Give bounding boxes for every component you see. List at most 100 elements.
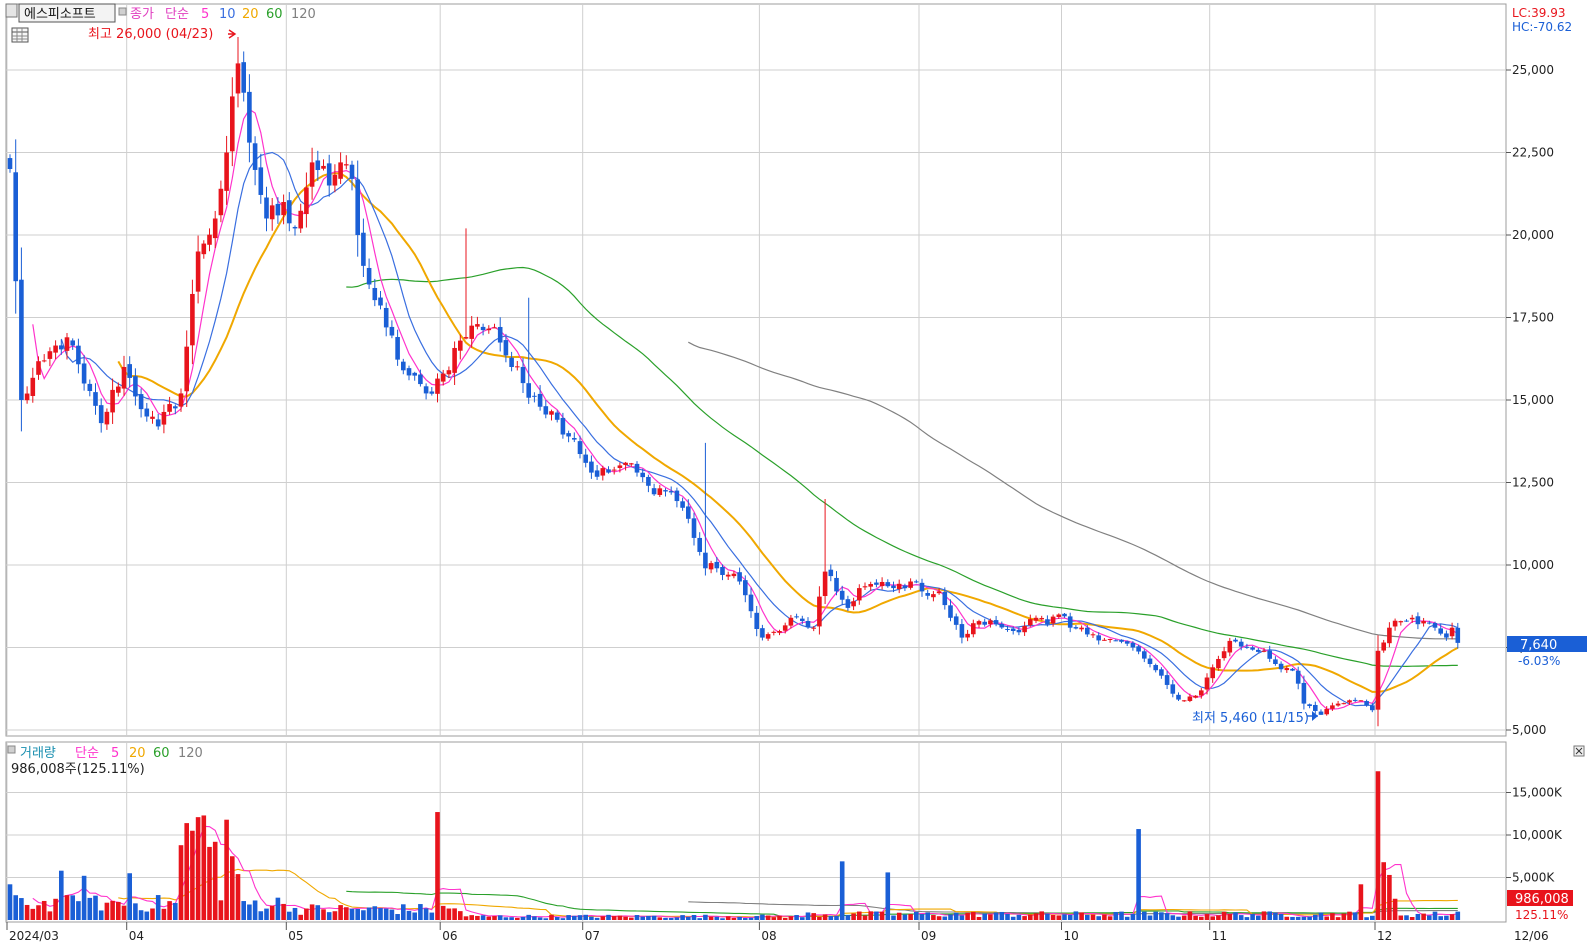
candle-body bbox=[1398, 621, 1404, 623]
candle-body bbox=[1432, 623, 1438, 628]
candle-body bbox=[503, 340, 509, 356]
volume-bars bbox=[7, 771, 1461, 920]
time-axis: 2024/03 04 05 06 07 08 09 10 11 12 12/06 bbox=[6, 922, 1549, 943]
candle-body bbox=[241, 62, 246, 93]
ma60-legend: 60 bbox=[266, 7, 283, 22]
candle-body bbox=[24, 393, 30, 401]
candle-body bbox=[127, 364, 132, 378]
candle-body bbox=[794, 616, 799, 618]
volume-current: 986,008주(125.11%) bbox=[11, 762, 145, 777]
candle-body bbox=[714, 561, 720, 569]
candle-body bbox=[971, 623, 976, 635]
volume-bar bbox=[651, 915, 657, 920]
volume-bar bbox=[1221, 911, 1227, 920]
candle-body bbox=[988, 620, 993, 625]
volume-bar bbox=[492, 916, 497, 920]
volume-bar bbox=[326, 912, 332, 920]
volume-label: 거래량 bbox=[20, 746, 56, 761]
volume-bar bbox=[1096, 916, 1101, 920]
candle-body bbox=[64, 337, 70, 351]
volume-bar bbox=[1301, 916, 1307, 920]
candle-body bbox=[668, 491, 674, 493]
candle-body bbox=[155, 419, 161, 427]
candle-body bbox=[1278, 663, 1284, 670]
ma60-line bbox=[346, 266, 1458, 668]
volume-bar bbox=[469, 915, 474, 920]
volume-bar bbox=[543, 918, 549, 920]
volume-panel-frame bbox=[5, 741, 1507, 923]
candle-body bbox=[1113, 640, 1119, 642]
candle-body bbox=[1210, 667, 1215, 679]
candle-body bbox=[1136, 646, 1141, 652]
volume-bar bbox=[121, 905, 127, 920]
candle-body bbox=[281, 202, 286, 216]
volume-bar bbox=[1062, 914, 1067, 920]
candle-body bbox=[640, 472, 645, 478]
candle-body bbox=[1028, 619, 1033, 626]
candle-body bbox=[1216, 658, 1221, 669]
volume-bar bbox=[503, 917, 509, 920]
table-icon[interactable] bbox=[11, 27, 29, 43]
candle-body bbox=[275, 203, 281, 216]
month-label: 07 bbox=[585, 929, 600, 943]
volume-bar bbox=[805, 912, 811, 920]
candle-body bbox=[475, 324, 480, 327]
volume-grid bbox=[6, 742, 1506, 922]
candle-body bbox=[1039, 617, 1044, 620]
candle-body bbox=[178, 393, 184, 407]
candle-body bbox=[1096, 635, 1101, 641]
volume-bar bbox=[560, 918, 566, 920]
candle-body bbox=[1187, 696, 1193, 701]
candle-body bbox=[173, 406, 178, 409]
candle-body bbox=[959, 624, 965, 638]
candle-body bbox=[805, 620, 811, 628]
close-icon[interactable] bbox=[1573, 745, 1585, 757]
price-tick-label: 5,000 bbox=[1512, 723, 1546, 737]
volume-bar bbox=[1153, 911, 1158, 920]
volume-bar bbox=[1102, 914, 1107, 920]
candle-body bbox=[235, 63, 241, 94]
volume-bar bbox=[275, 897, 281, 920]
candle-body bbox=[993, 620, 999, 625]
volume-tick-label: 5,000K bbox=[1512, 871, 1555, 885]
volume-bar bbox=[1307, 916, 1312, 920]
volume-bar bbox=[594, 917, 600, 920]
volume-bar bbox=[1227, 914, 1233, 920]
candle-body bbox=[133, 376, 138, 397]
volume-bar bbox=[201, 815, 207, 920]
last-price-tag: 7,640 -6.03% bbox=[1507, 636, 1587, 668]
volume-bar bbox=[1045, 913, 1050, 920]
volume-bar bbox=[1444, 915, 1449, 920]
volume-bar bbox=[589, 916, 594, 920]
price-tick-label: 25,000 bbox=[1512, 63, 1554, 77]
candle-body bbox=[788, 617, 794, 626]
volume-bar bbox=[948, 914, 953, 920]
candle-body bbox=[748, 594, 754, 612]
candle-body bbox=[366, 267, 372, 285]
volume-bar bbox=[657, 917, 663, 920]
candle-body bbox=[1438, 628, 1443, 634]
volume-bar bbox=[623, 916, 628, 920]
candle-body bbox=[948, 605, 953, 618]
candle-body bbox=[1387, 627, 1392, 644]
volume-bar bbox=[252, 900, 258, 920]
volume-bar bbox=[1147, 915, 1153, 920]
candle-body bbox=[931, 594, 936, 598]
candle-body bbox=[1284, 668, 1290, 671]
candle-body bbox=[1181, 700, 1187, 702]
volume-bar bbox=[777, 915, 782, 920]
high-arrow-icon bbox=[228, 29, 237, 39]
collapse-icon[interactable] bbox=[5, 3, 18, 18]
candle-body bbox=[1358, 700, 1364, 702]
candle-body bbox=[1455, 627, 1461, 643]
candle-body bbox=[925, 593, 930, 596]
volume-bar bbox=[1033, 913, 1039, 920]
volume-bar bbox=[184, 823, 189, 920]
candle-body bbox=[617, 465, 623, 468]
stock-name-button[interactable]: 에스피소프트 bbox=[18, 3, 116, 23]
volume-bar bbox=[480, 915, 486, 920]
candle-body bbox=[298, 210, 303, 229]
volume-bar bbox=[765, 915, 771, 920]
volume-bar bbox=[59, 870, 64, 920]
month-label: 11 bbox=[1212, 929, 1227, 943]
